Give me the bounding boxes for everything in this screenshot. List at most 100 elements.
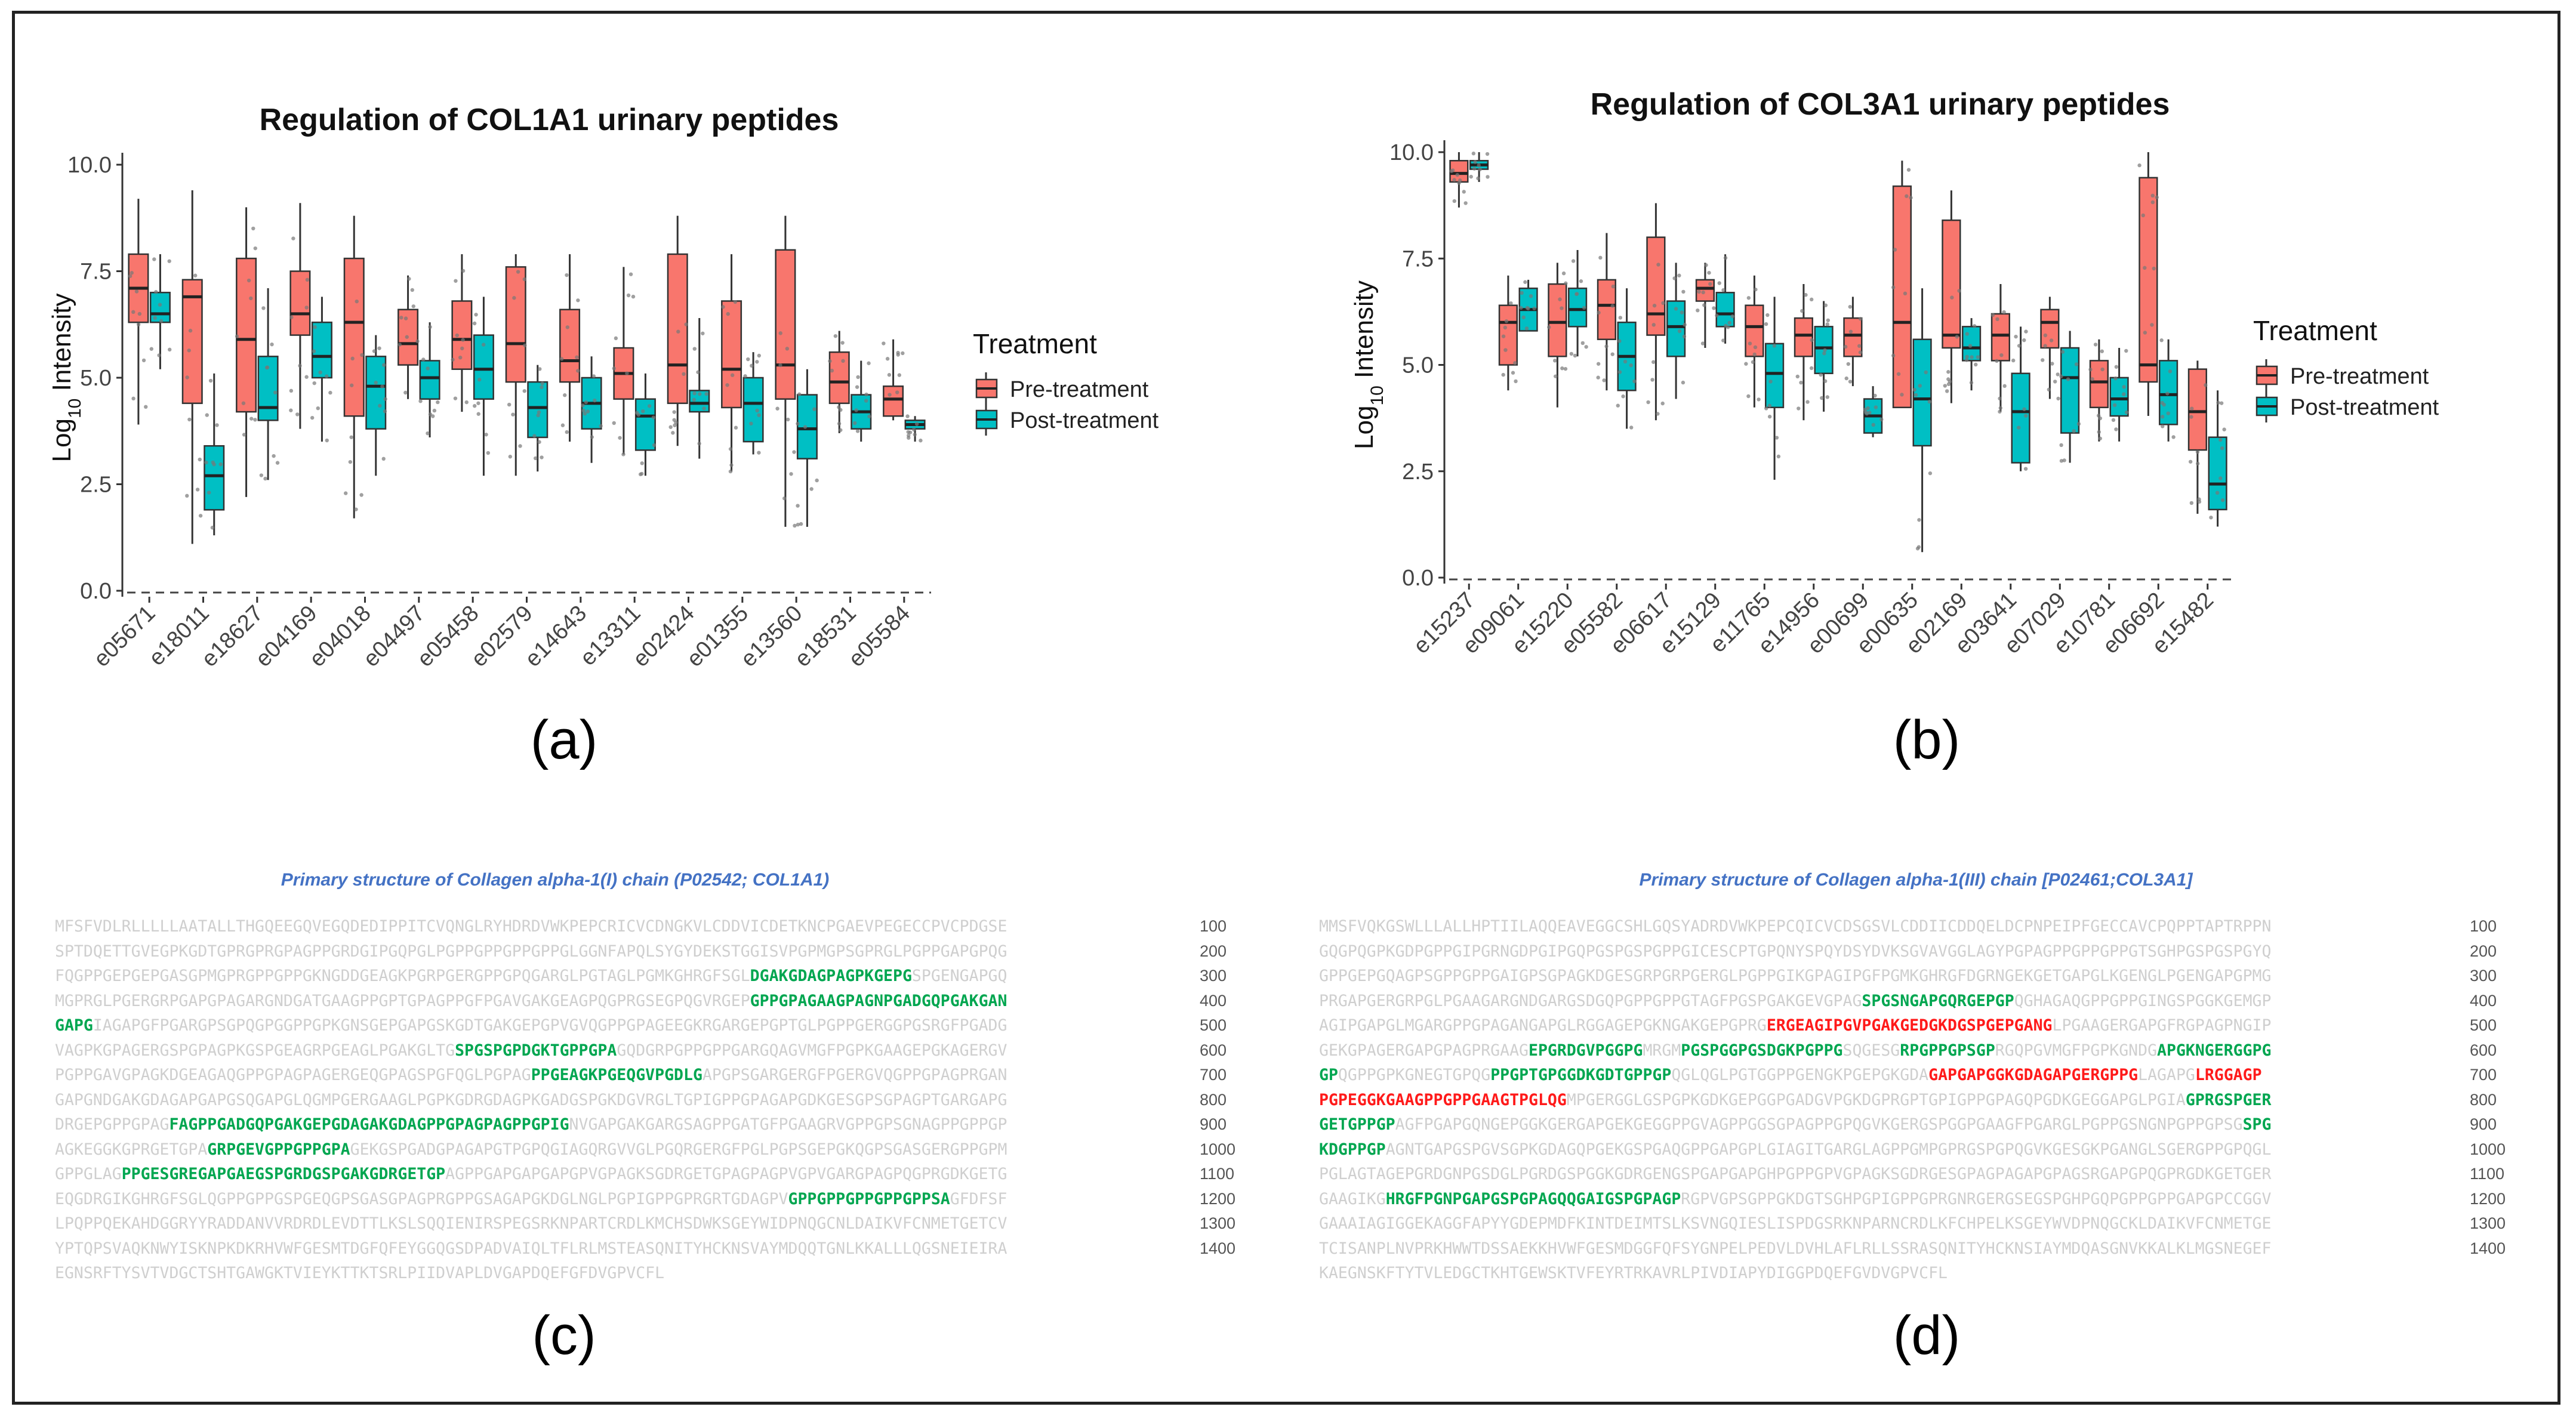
data-point <box>2090 377 2094 381</box>
peptide-highlight-green: RPGPPGPSGP <box>1900 1041 1995 1060</box>
data-point <box>1820 396 1824 400</box>
data-point <box>1651 323 1656 327</box>
sequence-line-number: 1300 <box>1200 1214 1236 1232</box>
data-point <box>432 408 437 413</box>
data-point <box>1999 353 2004 357</box>
data-point <box>2050 362 2054 366</box>
chart-title: Regulation of COL1A1 urinary peptides <box>260 103 839 137</box>
data-point <box>193 273 198 277</box>
data-point <box>2111 418 2116 422</box>
data-point <box>2122 385 2126 389</box>
data-point <box>1799 380 1803 385</box>
data-point <box>153 316 157 320</box>
sequence-line-number: 900 <box>2470 1115 2497 1133</box>
box <box>289 270 311 336</box>
data-point <box>612 366 616 371</box>
box-pre-e15237 <box>1449 152 1469 208</box>
sequence-line: GPQGPPGPKGNEGTGPQGPPGPTGPGGDKGDTGPPGPQGL… <box>1319 1063 2271 1088</box>
data-point <box>1746 296 1751 300</box>
sequence-segment: MMSFVQKGSWLLLALLHPTIILAQQEAVEGGCSHLGQSYA… <box>1319 917 2272 936</box>
data-point <box>1863 410 1868 414</box>
box <box>181 279 203 405</box>
data-point <box>905 414 910 418</box>
panel-label-a: (a) <box>530 710 598 770</box>
box-post-e05671 <box>149 254 172 369</box>
data-point <box>455 333 459 338</box>
data-point <box>1560 366 1564 371</box>
data-point <box>168 347 172 352</box>
box-post-e15482 <box>2208 390 2227 527</box>
data-point <box>407 277 411 281</box>
data-point <box>472 321 477 326</box>
data-point <box>2024 414 2028 418</box>
data-point <box>812 407 816 411</box>
data-point <box>2112 403 2117 408</box>
data-point <box>289 315 294 319</box>
data-point <box>1584 345 1588 349</box>
sequence-line-number: 100 <box>2470 917 2497 935</box>
data-point <box>1797 406 1801 411</box>
data-point <box>464 400 469 405</box>
data-point <box>796 522 800 527</box>
data-point <box>187 417 192 422</box>
peptide-highlight-green: FAGPPGADGQPGAKGEPGDAGAKGDAGPPGPAGPAGPPGP… <box>169 1115 569 1134</box>
y-tick-label: 7.5 <box>80 260 112 285</box>
data-point <box>241 401 246 405</box>
data-point <box>473 404 477 408</box>
data-point <box>1677 273 1681 277</box>
box <box>796 394 818 459</box>
data-point <box>636 412 641 417</box>
chart-col1a1: Regulation of COL1A1 urinary peptides Log… <box>47 103 1159 672</box>
data-point <box>785 347 790 351</box>
box <box>473 334 494 400</box>
data-point <box>481 343 486 347</box>
data-point <box>1660 401 1665 406</box>
sequence-segment: RGQPGVMGFPGPKGNDG <box>1995 1041 2158 1060</box>
data-point <box>1610 352 1614 356</box>
data-point <box>612 421 616 425</box>
panel-label-d: (d) <box>1893 1305 1961 1366</box>
data-point <box>1485 152 1490 156</box>
data-point <box>426 431 430 436</box>
peptide-highlight-green: GRPGEVGPPGPPGPA <box>207 1140 350 1159</box>
data-point <box>1974 362 1978 367</box>
sequence-segment: EQGDRGIKGHRGFSGLQGPPGPPGSPGEQGPSGASGPAGP… <box>55 1189 788 1208</box>
data-point <box>885 357 890 361</box>
data-point <box>839 428 843 432</box>
data-point <box>540 381 544 385</box>
data-point <box>1822 351 1826 356</box>
data-point <box>1871 422 1875 427</box>
data-point <box>1995 317 1999 322</box>
box-pre-e06617 <box>1646 203 1666 421</box>
data-point <box>421 357 426 362</box>
data-point <box>2098 436 2102 441</box>
data-point <box>1968 344 1973 348</box>
data-point <box>1452 199 1456 203</box>
data-point <box>1945 389 1949 393</box>
data-point <box>149 347 153 351</box>
data-point <box>1928 471 1933 476</box>
box-pre-e18627 <box>235 207 258 497</box>
data-point <box>399 316 403 320</box>
data-point <box>1823 348 1827 352</box>
box-post-e07029 <box>2059 331 2081 463</box>
data-point <box>2218 476 2223 480</box>
data-point <box>2043 333 2048 338</box>
data-point <box>563 393 567 397</box>
data-point <box>431 414 435 418</box>
data-point <box>522 389 526 393</box>
data-point <box>405 335 409 339</box>
data-point <box>746 357 750 362</box>
box-pre-e09061 <box>1498 275 1518 391</box>
data-point <box>378 403 382 408</box>
sequence-line-number: 400 <box>2470 991 2497 1010</box>
data-point <box>855 385 859 389</box>
sequence-line: PRGAPGERGRPGLPGAAGARGNDGARGSDGQPGPPGPPGT… <box>1319 989 2271 1014</box>
data-point <box>757 451 761 455</box>
peptide-highlight-green: HRGFPGNPGAPGSPGPAGQQGAIGSPGPAGP <box>1385 1189 1681 1208</box>
sequence-line: SPTDQETTGVEGPKGDTGPRGPRGPAGPPGRDGIPGQPGL… <box>55 939 1007 964</box>
data-point <box>398 343 402 347</box>
data-point <box>2159 338 2164 343</box>
box-pre-e00635 <box>1891 161 1913 409</box>
data-point <box>1943 384 1948 388</box>
